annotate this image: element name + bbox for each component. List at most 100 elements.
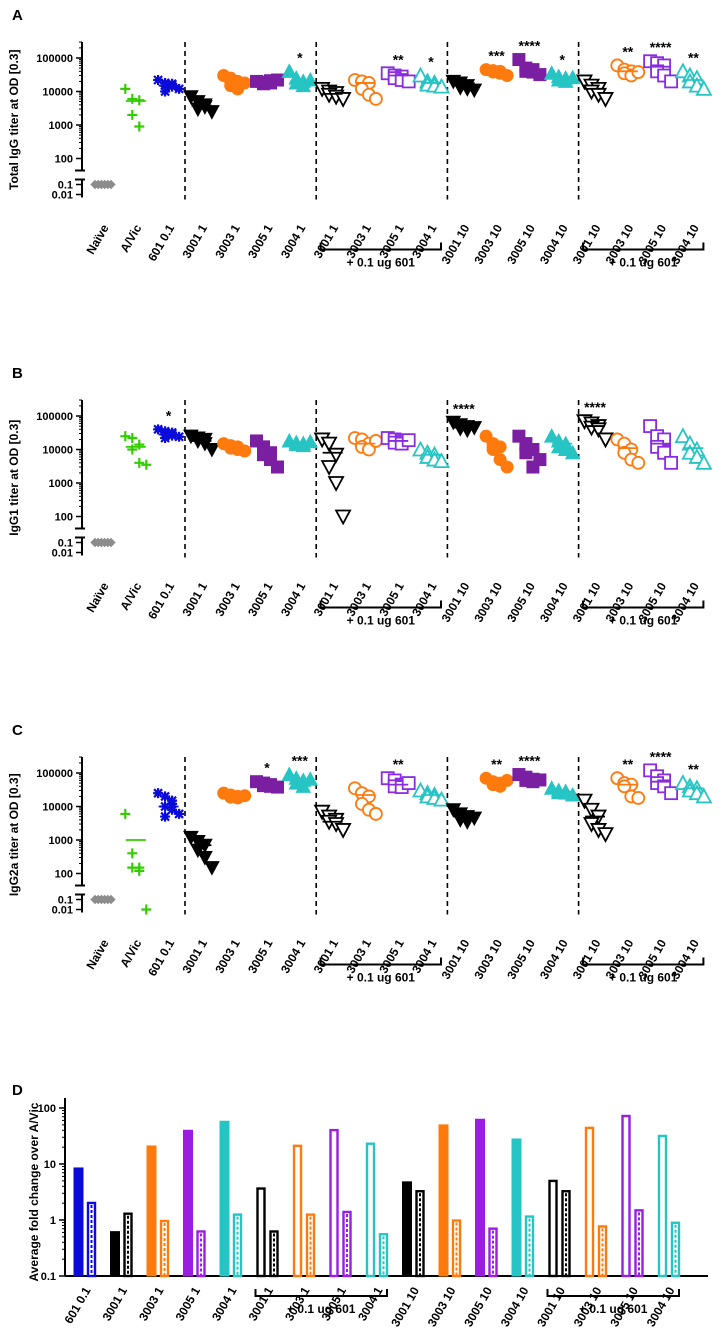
bar-igg2-outline bbox=[378, 1233, 389, 1278]
x-tick-label: 3005 1 bbox=[245, 222, 276, 261]
bracket bbox=[319, 242, 442, 251]
data-point bbox=[134, 865, 145, 876]
data-point bbox=[486, 443, 500, 456]
x-tick-label: 3005 10 bbox=[504, 937, 538, 982]
x-tick-label: 601 0.1 bbox=[145, 580, 177, 622]
bar-igg2 bbox=[196, 1230, 206, 1278]
data-point bbox=[695, 787, 713, 804]
significance-stars: ** bbox=[622, 756, 633, 772]
x-tick-label: 3003 10 bbox=[425, 1284, 459, 1329]
bar-igg1 bbox=[657, 1134, 668, 1278]
data-point bbox=[543, 428, 560, 443]
data-point bbox=[411, 66, 430, 83]
significance-stars: ** bbox=[491, 756, 502, 772]
bar-igg2 bbox=[159, 1219, 170, 1278]
data-point bbox=[127, 862, 138, 873]
data-point bbox=[564, 69, 581, 85]
y-tick-label: 100 bbox=[55, 512, 73, 524]
data-point bbox=[631, 455, 646, 470]
data-point bbox=[519, 446, 533, 460]
y-tick-label: 1 bbox=[50, 1215, 56, 1227]
y-axis-label: Total IgG titer at OD [0.3] bbox=[7, 50, 21, 190]
data-point bbox=[174, 431, 185, 442]
data-point bbox=[302, 433, 319, 449]
data-point bbox=[141, 904, 152, 915]
data-point bbox=[120, 83, 131, 94]
data-point bbox=[134, 439, 145, 450]
data-point bbox=[368, 92, 383, 106]
bracket-label: + 0.1 ug 601 bbox=[609, 971, 678, 985]
data-point bbox=[432, 452, 451, 469]
data-point bbox=[664, 455, 678, 470]
data-point bbox=[127, 848, 138, 859]
panel-letter-D: D bbox=[12, 1082, 23, 1099]
data-point bbox=[596, 827, 615, 843]
significance-stars: **** bbox=[519, 753, 541, 769]
data-point bbox=[160, 86, 171, 97]
y-tick-label: 10000 bbox=[42, 445, 73, 457]
y-tick-label: 1000 bbox=[49, 835, 73, 847]
data-point bbox=[664, 74, 678, 89]
data-point bbox=[368, 807, 383, 821]
data-point bbox=[695, 79, 713, 96]
bar-igg1 bbox=[110, 1231, 120, 1277]
bar-igg2 bbox=[451, 1219, 462, 1278]
y-tick-label: 100 bbox=[55, 869, 73, 881]
bracket bbox=[254, 1289, 388, 1297]
bar-igg2 bbox=[269, 1230, 279, 1278]
bracket-label: + 0.1 ug 601 bbox=[347, 614, 416, 628]
data-point bbox=[127, 109, 138, 120]
x-tick-label: 3005 1 bbox=[245, 937, 276, 976]
data-point bbox=[160, 811, 171, 822]
data-point bbox=[500, 69, 514, 83]
x-tick-label: 3001 10 bbox=[570, 580, 604, 625]
data-point bbox=[134, 121, 145, 132]
data-point bbox=[327, 447, 345, 464]
bar-igg1 bbox=[475, 1118, 485, 1277]
data-point bbox=[238, 444, 252, 458]
bracket bbox=[546, 1289, 680, 1297]
bar-igg1 bbox=[73, 1167, 84, 1277]
x-tick-label: Naïve bbox=[83, 222, 111, 257]
bar-igg2 bbox=[378, 1233, 389, 1278]
y-tick-label: 1000 bbox=[49, 478, 73, 490]
x-tick-label: 3001 1 bbox=[311, 937, 342, 976]
x-tick-label: 3001 10 bbox=[570, 937, 604, 982]
bar-igg1 bbox=[256, 1187, 266, 1278]
y-axis-label: IgG2a titer at OD [0.3] bbox=[7, 773, 21, 896]
y-tick-label: 10000 bbox=[42, 87, 73, 99]
y-tick-label: 0.1 bbox=[58, 895, 73, 907]
x-tick-label: Naïve bbox=[83, 937, 111, 972]
y-axis-label: IgG1 titer at OD [0.3] bbox=[7, 420, 21, 536]
data-point bbox=[368, 434, 383, 448]
y-tick-label: 0.01 bbox=[52, 548, 73, 560]
y-tick-label: 100000 bbox=[36, 768, 73, 780]
data-point bbox=[174, 808, 185, 819]
data-point bbox=[134, 457, 145, 468]
significance-stars: **** bbox=[584, 399, 606, 415]
data-point bbox=[564, 786, 581, 802]
bar-igg1 bbox=[365, 1142, 376, 1278]
bracket bbox=[582, 242, 705, 251]
data-point bbox=[271, 73, 284, 87]
y-tick-label: 100000 bbox=[36, 411, 73, 423]
data-point bbox=[160, 791, 171, 802]
data-point bbox=[596, 432, 615, 449]
x-tick-label: 3004 10 bbox=[537, 937, 571, 982]
x-tick-label: 3004 1 bbox=[278, 937, 309, 976]
bar-igg2 bbox=[305, 1213, 316, 1278]
x-tick-label: 3003 1 bbox=[212, 937, 243, 976]
bar-igg1 bbox=[329, 1128, 339, 1278]
x-tick-label: 3004 10 bbox=[537, 222, 571, 267]
x-tick-label: 3003 10 bbox=[471, 222, 505, 267]
significance-stars: **** bbox=[519, 38, 541, 54]
panel-letter-C: C bbox=[12, 722, 23, 739]
x-tick-label: 601 0.1 bbox=[145, 937, 177, 979]
y-tick-label: 1000 bbox=[49, 120, 73, 132]
x-tick-label: 3003 10 bbox=[471, 937, 505, 982]
data-point bbox=[174, 83, 185, 94]
bar-igg2 bbox=[488, 1227, 498, 1278]
x-tick-label: Naïve bbox=[83, 580, 111, 615]
bar-igg1 bbox=[438, 1124, 449, 1277]
